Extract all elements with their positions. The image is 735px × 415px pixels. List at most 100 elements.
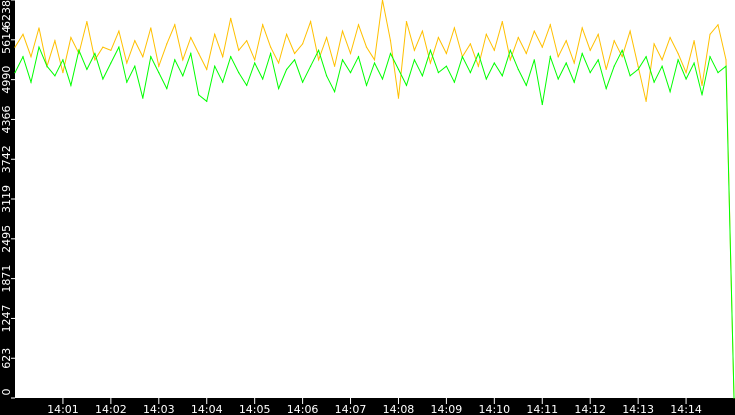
data-point (150, 56, 152, 58)
data-point (238, 49, 240, 51)
data-point (86, 20, 88, 23)
data-point (613, 65, 615, 67)
data-point (302, 81, 304, 83)
data-point (317, 59, 320, 61)
data-point (158, 65, 160, 67)
data-point (22, 56, 24, 58)
data-point (637, 68, 639, 71)
data-point (102, 46, 104, 48)
data-point (357, 56, 360, 58)
x-tick-label: 14:06 (287, 403, 319, 415)
data-point (14, 72, 16, 74)
data-point (333, 91, 336, 93)
data-point (54, 40, 56, 42)
data-point (78, 49, 80, 51)
data-point (86, 68, 88, 71)
data-point (110, 62, 112, 64)
data-point (254, 59, 256, 61)
data-point (94, 59, 96, 61)
data-point (286, 33, 288, 35)
data-point (725, 59, 727, 61)
data-point (166, 87, 168, 90)
data-point (405, 20, 408, 23)
data-point (206, 68, 208, 71)
data-point (533, 59, 535, 61)
data-point (621, 56, 623, 58)
data-point (453, 27, 455, 29)
data-point (653, 43, 655, 45)
data-point (645, 100, 647, 102)
data-point (294, 52, 296, 55)
data-point (693, 40, 695, 42)
data-point (421, 30, 424, 32)
data-point (581, 52, 583, 55)
data-point (445, 52, 447, 55)
data-point (485, 78, 487, 80)
data-point (701, 94, 703, 96)
data-point (437, 36, 440, 39)
data-point (445, 65, 447, 67)
data-point (509, 59, 511, 61)
data-point (333, 65, 336, 67)
x-tick-label: 14:05 (239, 403, 271, 415)
data-point (174, 24, 176, 26)
data-point (126, 81, 128, 83)
data-point (206, 100, 208, 102)
x-tick-label: 14:14 (670, 403, 702, 415)
data-point (549, 24, 551, 26)
data-point (14, 46, 16, 48)
data-point (278, 62, 280, 64)
data-point (349, 72, 352, 74)
data-point (238, 72, 240, 74)
x-tick-label: 14:08 (383, 403, 415, 415)
data-point (501, 20, 503, 23)
data-point (533, 30, 535, 32)
data-point (453, 81, 455, 83)
data-point (621, 49, 623, 51)
x-tick-label: 14:10 (478, 403, 510, 415)
data-point (94, 52, 96, 55)
data-point (174, 59, 176, 61)
data-point (429, 62, 432, 64)
x-tick-label: 14:07 (335, 403, 367, 415)
data-point (190, 36, 192, 39)
data-point (701, 84, 703, 86)
data-point (222, 81, 224, 83)
data-point (62, 59, 64, 61)
data-point (661, 59, 663, 61)
data-point (565, 62, 567, 64)
data-point (605, 87, 607, 90)
data-point (198, 94, 200, 96)
data-point (413, 49, 416, 51)
x-tick-label: 14:01 (47, 403, 79, 415)
data-point (357, 24, 360, 26)
data-point (198, 52, 200, 55)
data-point (341, 59, 344, 61)
y-tick-label: 3742 (0, 145, 13, 173)
data-point (661, 65, 663, 67)
data-point (38, 27, 40, 29)
data-point (397, 68, 400, 71)
data-point (70, 36, 72, 39)
data-point (669, 91, 671, 93)
y-tick-label: 623 (0, 348, 13, 369)
data-point (485, 33, 487, 35)
data-point (325, 75, 328, 77)
y-tick-label: 2495 (0, 225, 13, 253)
data-point (30, 56, 32, 58)
data-point (573, 81, 575, 83)
data-point (54, 75, 56, 77)
data-point (126, 62, 128, 64)
data-point (381, 78, 384, 80)
data-point (222, 56, 224, 58)
data-point (30, 81, 32, 83)
data-point (629, 75, 631, 77)
data-point (637, 65, 639, 67)
data-point (421, 75, 424, 77)
data-point (557, 56, 559, 58)
data-point (501, 75, 503, 77)
data-point (389, 40, 392, 42)
data-point (677, 52, 679, 55)
x-tick-label: 14:02 (95, 403, 127, 415)
